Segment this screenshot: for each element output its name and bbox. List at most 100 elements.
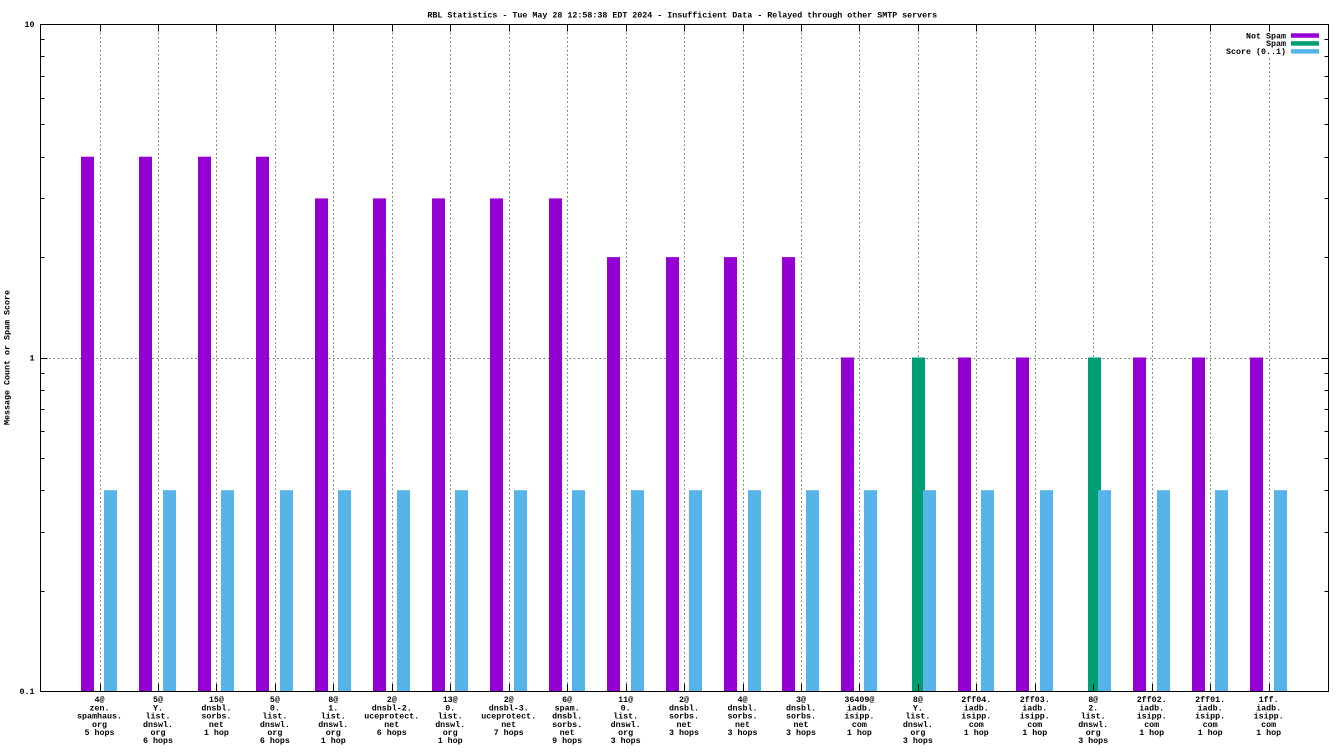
svg-text:dnsbl.: dnsbl. xyxy=(728,703,758,713)
svg-text:Message Count or Spam Score: Message Count or Spam Score xyxy=(3,290,13,425)
svg-text:org: org xyxy=(92,720,107,730)
svg-text:iadb.: iadb. xyxy=(1198,703,1223,713)
svg-text:list.: list. xyxy=(146,712,171,722)
svg-text:spam.: spam. xyxy=(555,703,580,713)
svg-text:isipp.: isipp. xyxy=(1020,712,1050,722)
svg-text:0.: 0. xyxy=(270,703,280,713)
svg-text:sorbs.: sorbs. xyxy=(201,712,231,722)
svg-text:1.: 1. xyxy=(328,703,338,713)
svg-text:net: net xyxy=(794,720,809,730)
svg-text:8@: 8@ xyxy=(1088,695,1098,705)
svg-text:1 hop: 1 hop xyxy=(204,728,229,738)
svg-text:6 hops: 6 hops xyxy=(377,728,407,738)
svg-text:sorbs.: sorbs. xyxy=(669,712,699,722)
svg-text:Y.: Y. xyxy=(153,703,163,713)
svg-text:org: org xyxy=(910,728,925,738)
svg-text:net: net xyxy=(677,720,692,730)
svg-text:Not Spam: Not Spam xyxy=(1246,31,1286,41)
svg-text:isipp.: isipp. xyxy=(961,712,991,722)
svg-text:sorbs.: sorbs. xyxy=(786,712,816,722)
svg-text:9 hops: 9 hops xyxy=(552,736,582,746)
svg-text:dnsbl.: dnsbl. xyxy=(669,703,699,713)
svg-text:com: com xyxy=(1027,720,1042,730)
svg-text:uceprotect.: uceprotect. xyxy=(481,712,536,722)
svg-text:5@: 5@ xyxy=(153,695,163,705)
svg-text:dnswl.: dnswl. xyxy=(611,720,641,730)
svg-text:list.: list. xyxy=(613,712,638,722)
svg-text:list.: list. xyxy=(321,712,346,722)
svg-text:org: org xyxy=(618,728,633,738)
svg-text:8@: 8@ xyxy=(913,695,923,705)
svg-text:5@: 5@ xyxy=(270,695,280,705)
svg-text:3 hops: 3 hops xyxy=(903,736,933,746)
svg-text:list.: list. xyxy=(262,712,287,722)
svg-text:dnsbl.: dnsbl. xyxy=(786,703,816,713)
svg-text:1 hop: 1 hop xyxy=(1198,728,1223,738)
svg-text:10: 10 xyxy=(25,20,35,30)
svg-text:org: org xyxy=(443,728,458,738)
svg-text:1ff.: 1ff. xyxy=(1259,695,1279,705)
svg-text:6@: 6@ xyxy=(562,695,572,705)
svg-text:iadb.: iadb. xyxy=(847,703,872,713)
svg-text:1 hop: 1 hop xyxy=(321,736,346,746)
svg-text:2ff01.: 2ff01. xyxy=(1195,695,1225,705)
svg-text:net: net xyxy=(384,720,399,730)
svg-text:dnsbl.: dnsbl. xyxy=(552,712,582,722)
svg-text:1 hop: 1 hop xyxy=(1139,728,1164,738)
svg-text:2ff04.: 2ff04. xyxy=(961,695,991,705)
svg-text:dnswl.: dnswl. xyxy=(903,720,933,730)
svg-text:zen.: zen. xyxy=(90,703,110,713)
svg-text:net: net xyxy=(501,720,516,730)
svg-text:3 hops: 3 hops xyxy=(669,728,699,738)
svg-text:5 hops: 5 hops xyxy=(85,728,115,738)
svg-text:net: net xyxy=(209,720,224,730)
svg-text:15@: 15@ xyxy=(209,695,224,705)
svg-text:iadb.: iadb. xyxy=(1139,703,1164,713)
svg-text:36409@: 36409@ xyxy=(844,695,874,705)
svg-text:11@: 11@ xyxy=(618,695,633,705)
svg-text:2ff03.: 2ff03. xyxy=(1020,695,1050,705)
svg-text:2.: 2. xyxy=(1088,703,1098,713)
svg-text:3@: 3@ xyxy=(796,695,806,705)
svg-text:8@: 8@ xyxy=(328,695,338,705)
svg-text:2@: 2@ xyxy=(679,695,689,705)
svg-text:1 hop: 1 hop xyxy=(1022,728,1047,738)
svg-text:3 hops: 3 hops xyxy=(1078,736,1108,746)
svg-text:1 hop: 1 hop xyxy=(438,736,463,746)
svg-text:com: com xyxy=(969,720,984,730)
svg-text:net: net xyxy=(735,720,750,730)
svg-text:1 hop: 1 hop xyxy=(964,728,989,738)
svg-text:6 hops: 6 hops xyxy=(143,736,173,746)
svg-text:dnswl.: dnswl. xyxy=(1078,720,1108,730)
svg-text:1 hop: 1 hop xyxy=(847,728,872,738)
svg-text:RBL Statistics - Tue May 28 12: RBL Statistics - Tue May 28 12:58:38 EDT… xyxy=(427,10,937,20)
svg-text:list.: list. xyxy=(1081,712,1106,722)
svg-text:6 hops: 6 hops xyxy=(260,736,290,746)
svg-text:isipp.: isipp. xyxy=(1137,712,1167,722)
svg-text:1: 1 xyxy=(30,353,35,363)
svg-text:sorbs.: sorbs. xyxy=(552,720,582,730)
svg-text:4@: 4@ xyxy=(738,695,748,705)
svg-text:3 hops: 3 hops xyxy=(728,728,758,738)
svg-text:com: com xyxy=(1261,720,1276,730)
svg-text:0.1: 0.1 xyxy=(20,687,35,697)
svg-text:com: com xyxy=(1144,720,1159,730)
svg-text:Score (0..1): Score (0..1) xyxy=(1226,47,1286,57)
svg-text:uceprotect.: uceprotect. xyxy=(364,712,419,722)
svg-text:iadb.: iadb. xyxy=(964,703,989,713)
svg-text:spamhaus.: spamhaus. xyxy=(77,712,122,722)
svg-text:org: org xyxy=(267,728,282,738)
svg-text:4@: 4@ xyxy=(95,695,105,705)
svg-text:list.: list. xyxy=(905,712,930,722)
svg-text:13@: 13@ xyxy=(443,695,458,705)
svg-text:3 hops: 3 hops xyxy=(611,736,641,746)
svg-text:iadb.: iadb. xyxy=(1256,703,1281,713)
svg-text:com: com xyxy=(852,720,867,730)
svg-text:isipp.: isipp. xyxy=(1195,712,1225,722)
svg-text:0.: 0. xyxy=(621,703,631,713)
svg-text:7 hops: 7 hops xyxy=(494,728,524,738)
svg-text:net: net xyxy=(560,728,575,738)
svg-text:2@: 2@ xyxy=(387,695,397,705)
svg-text:org: org xyxy=(151,728,166,738)
svg-text:2@: 2@ xyxy=(504,695,514,705)
